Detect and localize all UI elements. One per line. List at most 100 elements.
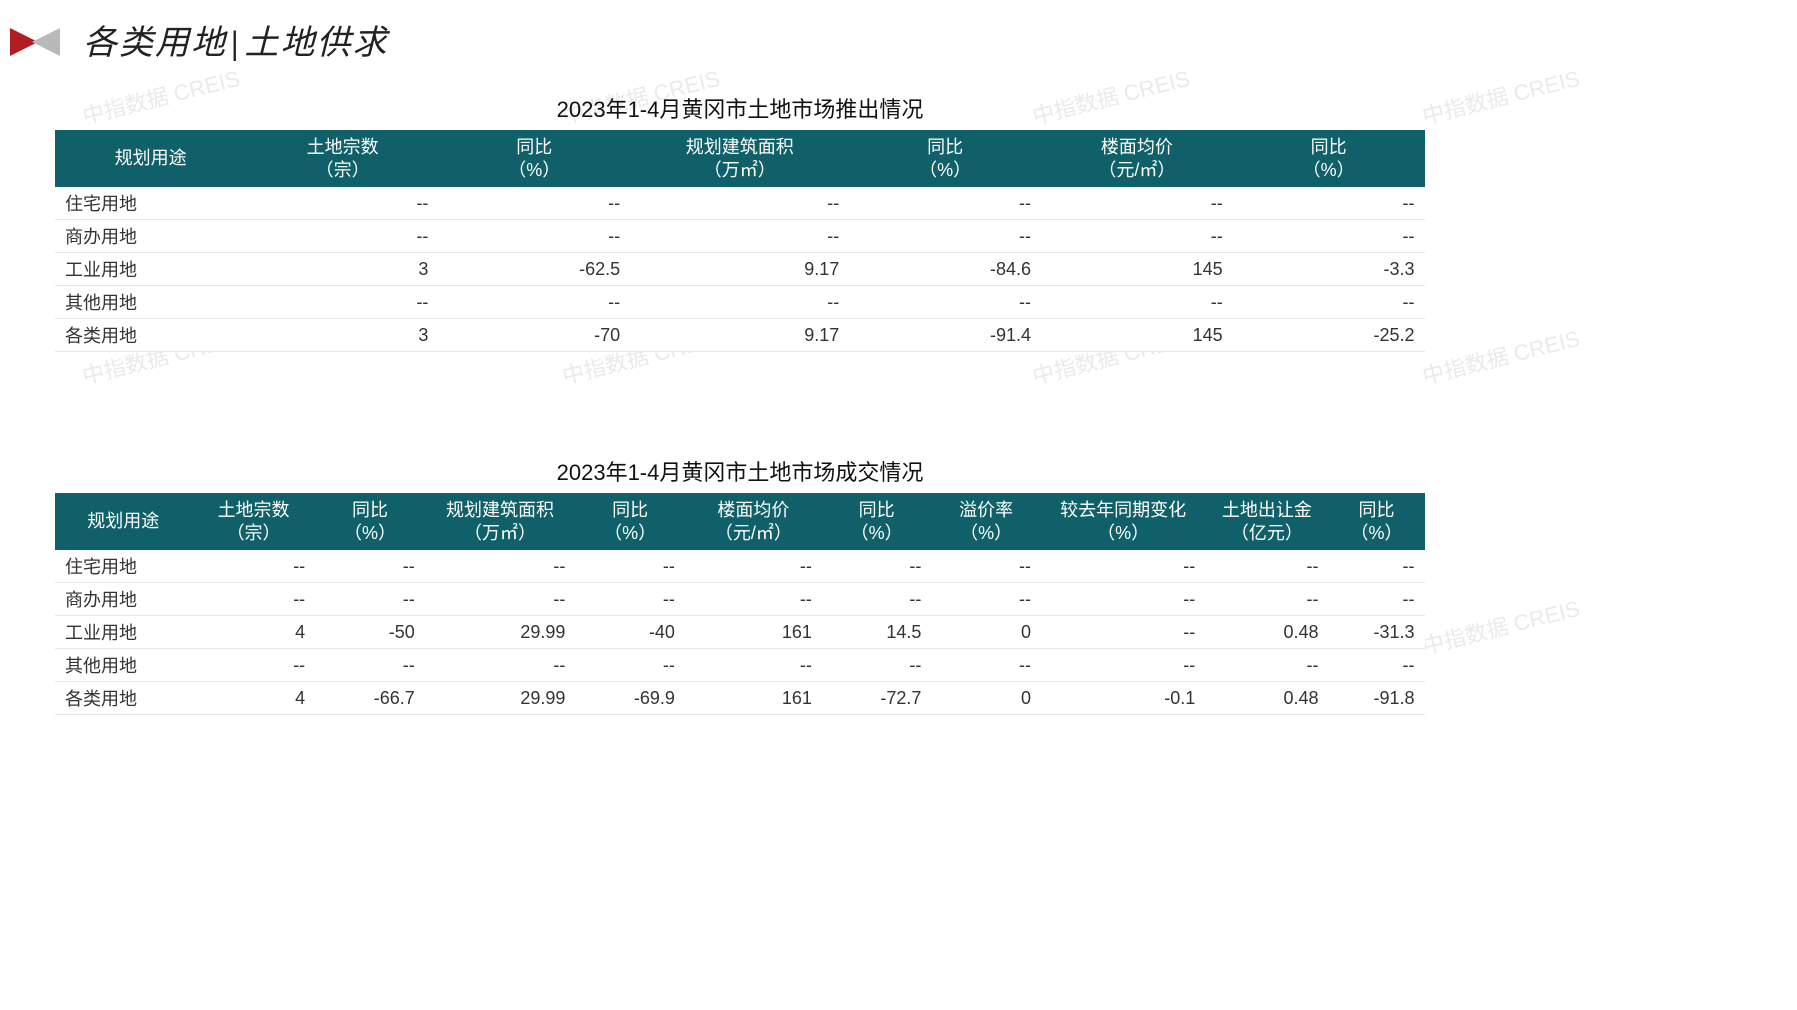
cell-value: --: [438, 187, 630, 220]
cell-value: --: [192, 583, 315, 616]
column-header: 同比（%）: [849, 130, 1041, 187]
cell-value: 0: [931, 682, 1041, 715]
cell-value: --: [685, 583, 822, 616]
cell-value: --: [315, 649, 425, 682]
cell-value: -84.6: [849, 253, 1041, 286]
cell-value: --: [849, 220, 1041, 253]
cell-value: 9.17: [630, 253, 849, 286]
cell-value: --: [1329, 649, 1425, 682]
cell-value: --: [849, 286, 1041, 319]
cell-value: 161: [685, 682, 822, 715]
table1-caption: 2023年1-4月黄冈市土地市场推出情况: [55, 92, 1425, 124]
cell-value: --: [1041, 550, 1205, 583]
table-row: 其他用地--------------------: [55, 649, 1425, 682]
cell-value: -25.2: [1233, 319, 1425, 352]
cell-value: 0.48: [1205, 682, 1328, 715]
cell-value: --: [630, 187, 849, 220]
cell-value: --: [1205, 649, 1328, 682]
section-supply: 2023年1-4月黄冈市土地市场推出情况 规划用途土地宗数（宗）同比（%）规划建…: [55, 92, 1425, 352]
cell-value: --: [1041, 220, 1233, 253]
cell-value: --: [1329, 550, 1425, 583]
cell-value: --: [931, 550, 1041, 583]
cell-value: --: [822, 583, 932, 616]
cell-value: --: [822, 649, 932, 682]
table-row: 其他用地------------: [55, 286, 1425, 319]
cell-value: 161: [685, 616, 822, 649]
cell-value: --: [630, 286, 849, 319]
logo-grey-triangle: [32, 28, 60, 56]
cell-value: --: [931, 649, 1041, 682]
cell-value: -69.9: [575, 682, 685, 715]
title-right: 土地供求: [245, 25, 389, 62]
cell-value: --: [438, 220, 630, 253]
column-header: 同比（%）: [315, 493, 425, 550]
cell-value: -0.1: [1041, 682, 1205, 715]
column-header: 同比（%）: [1233, 130, 1425, 187]
cell-value: --: [192, 649, 315, 682]
column-header: 溢价率（%）: [931, 493, 1041, 550]
cell-value: -62.5: [438, 253, 630, 286]
table-row: 工业用地4-5029.99-4016114.50--0.48-31.3: [55, 616, 1425, 649]
page-header: 各类用地|土地供求: [10, 15, 389, 64]
cell-value: --: [315, 550, 425, 583]
cell-value: -91.8: [1329, 682, 1425, 715]
cell-value: 3: [247, 319, 439, 352]
cell-value: 14.5: [822, 616, 932, 649]
cell-value: --: [685, 550, 822, 583]
cell-value: --: [247, 187, 439, 220]
cell-value: -91.4: [849, 319, 1041, 352]
row-label: 各类用地: [55, 319, 247, 352]
logo: [10, 24, 65, 56]
watermark-text: 中指数据 CREIS: [1419, 61, 1583, 131]
cell-value: 4: [192, 682, 315, 715]
column-header: 规划建筑面积（万㎡）: [425, 493, 576, 550]
column-header: 同比（%）: [822, 493, 932, 550]
table-row: 商办用地------------: [55, 220, 1425, 253]
cell-value: 0.48: [1205, 616, 1328, 649]
cell-value: 0: [931, 616, 1041, 649]
cell-value: --: [1041, 649, 1205, 682]
column-header: 规划建筑面积（万㎡）: [630, 130, 849, 187]
cell-value: --: [575, 649, 685, 682]
cell-value: --: [630, 220, 849, 253]
cell-value: --: [1041, 286, 1233, 319]
table-row: 住宅用地--------------------: [55, 550, 1425, 583]
section-transaction: 2023年1-4月黄冈市土地市场成交情况 规划用途土地宗数（宗）同比（%）规划建…: [55, 455, 1425, 715]
cell-value: --: [192, 550, 315, 583]
table-supply: 规划用途土地宗数（宗）同比（%）规划建筑面积（万㎡）同比（%）楼面均价（元/㎡）…: [55, 130, 1425, 352]
row-label: 商办用地: [55, 583, 192, 616]
cell-value: --: [1233, 187, 1425, 220]
cell-value: --: [1205, 550, 1328, 583]
cell-value: --: [425, 550, 576, 583]
cell-value: 9.17: [630, 319, 849, 352]
page-title: 各类用地|土地供求: [83, 15, 389, 64]
column-header: 楼面均价（元/㎡）: [685, 493, 822, 550]
cell-value: 29.99: [425, 616, 576, 649]
watermark-text: 中指数据 CREIS: [1419, 591, 1583, 661]
column-header: 同比（%）: [575, 493, 685, 550]
column-header: 规划用途: [55, 493, 192, 550]
cell-value: 29.99: [425, 682, 576, 715]
column-header: 土地出让金（亿元）: [1205, 493, 1328, 550]
cell-value: --: [1233, 286, 1425, 319]
cell-value: --: [849, 187, 1041, 220]
cell-value: 4: [192, 616, 315, 649]
row-label: 住宅用地: [55, 187, 247, 220]
row-label: 住宅用地: [55, 550, 192, 583]
cell-value: --: [1041, 583, 1205, 616]
table-row: 商办用地--------------------: [55, 583, 1425, 616]
table-row: 工业用地3-62.59.17-84.6145-3.3: [55, 253, 1425, 286]
cell-value: --: [1041, 187, 1233, 220]
cell-value: -40: [575, 616, 685, 649]
cell-value: 145: [1041, 253, 1233, 286]
cell-value: --: [931, 583, 1041, 616]
column-header: 土地宗数（宗）: [192, 493, 315, 550]
table-transaction: 规划用途土地宗数（宗）同比（%）规划建筑面积（万㎡）同比（%）楼面均价（元/㎡）…: [55, 493, 1425, 715]
table-row: 各类用地3-709.17-91.4145-25.2: [55, 319, 1425, 352]
row-label: 工业用地: [55, 253, 247, 286]
row-label: 工业用地: [55, 616, 192, 649]
cell-value: -66.7: [315, 682, 425, 715]
row-label: 各类用地: [55, 682, 192, 715]
cell-value: -31.3: [1329, 616, 1425, 649]
cell-value: 3: [247, 253, 439, 286]
